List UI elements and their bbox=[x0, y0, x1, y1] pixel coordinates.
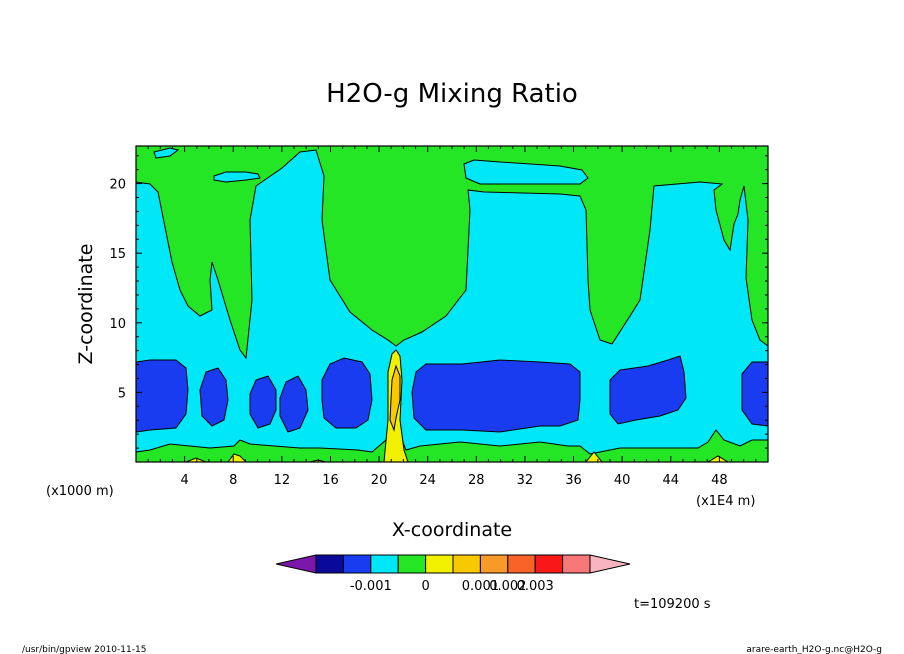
colorbar-swatch bbox=[507, 554, 536, 574]
colorbar-label: 0.003 bbox=[517, 579, 554, 594]
colorbar-swatch bbox=[534, 554, 564, 574]
y-tick-label: 5 bbox=[118, 386, 126, 401]
x-tick-label: 32 bbox=[517, 473, 534, 488]
colorbar-swatch bbox=[370, 554, 399, 574]
colorbar-swatch bbox=[479, 554, 509, 574]
region-positive bbox=[185, 349, 730, 463]
colorbar-swatch bbox=[397, 554, 427, 574]
x-tick-label: 24 bbox=[419, 473, 436, 488]
colorbar-swatch bbox=[452, 554, 481, 574]
x-tick-label: 20 bbox=[371, 473, 388, 488]
x-tick-label: 40 bbox=[614, 473, 631, 488]
colorbar-swatch bbox=[342, 554, 372, 574]
y-axis-label: Z-coordinate bbox=[75, 244, 97, 365]
x-tick-label: 8 bbox=[229, 473, 237, 488]
x-tick-label: 36 bbox=[565, 473, 582, 488]
x-tick-label: 4 bbox=[180, 473, 188, 488]
x-unit-right: (x1E4 m) bbox=[696, 494, 755, 509]
y-tick-label: 20 bbox=[109, 178, 126, 193]
x-tick-label: 12 bbox=[274, 473, 291, 488]
region-level-1 bbox=[135, 355, 769, 433]
plot-area bbox=[135, 145, 769, 463]
colorbar-swatch bbox=[562, 554, 591, 574]
y-tick-label: 15 bbox=[109, 247, 126, 262]
x-axis: 4 8 12 16 20 24 28 32 36 40 44 48 bbox=[147, 146, 757, 488]
x-tick-label: 28 bbox=[468, 473, 485, 488]
x-tick-label: 16 bbox=[322, 473, 339, 488]
x-unit-left: (x1000 m) bbox=[46, 484, 114, 499]
colorbar-under-triangle bbox=[275, 554, 317, 574]
colorbar-swatch bbox=[315, 554, 344, 574]
footer-right: arare-earth_H2O-g.nc@H2O-g bbox=[746, 645, 882, 654]
footer-left: /usr/bin/gpview 2010-11-15 bbox=[22, 645, 146, 654]
time-label: t=109200 s bbox=[634, 597, 711, 612]
y-axis: 5 10 15 20 bbox=[109, 155, 768, 449]
x-tick-label: 44 bbox=[662, 473, 679, 488]
colorbar-label: 0.001 bbox=[462, 579, 499, 594]
colorbar-label: -0.001 bbox=[350, 579, 392, 594]
colorbar-label: 0.002 bbox=[489, 579, 526, 594]
colorbar-label: 0 bbox=[421, 579, 429, 594]
colorbar-over-triangle bbox=[589, 554, 631, 574]
x-axis-label: X-coordinate bbox=[392, 519, 512, 541]
y-tick-label: 10 bbox=[109, 317, 126, 332]
colorbar-swatch bbox=[425, 554, 454, 574]
x-tick-label: 48 bbox=[711, 473, 728, 488]
chart-title: H2O-g Mixing Ratio bbox=[326, 79, 578, 109]
